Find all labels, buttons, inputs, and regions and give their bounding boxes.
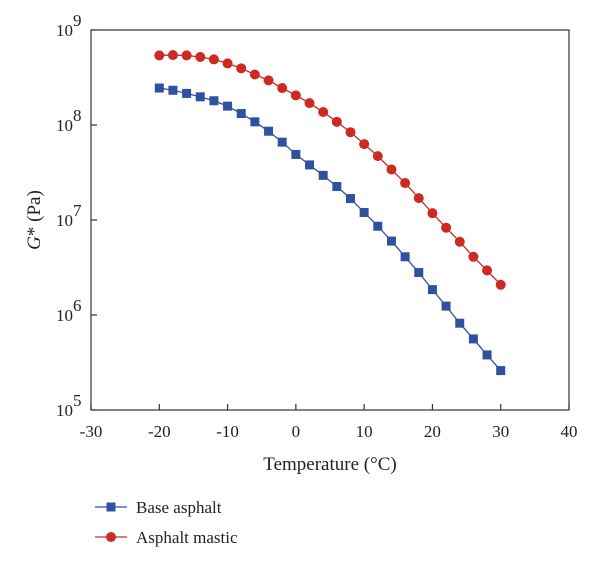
data-point — [222, 58, 233, 69]
y-tick-exponent: 7 — [73, 201, 82, 220]
data-point — [400, 178, 411, 189]
data-point — [386, 236, 396, 246]
data-point — [413, 193, 424, 204]
data-point — [345, 127, 356, 138]
series-layer — [154, 50, 506, 376]
data-point — [304, 98, 315, 109]
data-point — [154, 50, 165, 61]
data-point — [208, 54, 219, 65]
legend-item: Asphalt mastic — [95, 528, 238, 547]
x-tick-label: 0 — [292, 422, 301, 441]
x-tick-labels: -30 -20 -10 0 10 20 30 40 — [80, 422, 578, 441]
data-point — [482, 265, 493, 276]
data-point — [414, 268, 424, 278]
data-point — [263, 75, 274, 86]
x-tick-label: -20 — [148, 422, 171, 441]
data-point — [427, 208, 438, 219]
data-point — [318, 170, 328, 180]
axis-ticks — [90, 29, 570, 411]
data-point — [195, 92, 205, 102]
data-point — [277, 83, 288, 94]
y-tick-exponent: 5 — [73, 391, 82, 410]
y-tick-label: 10 — [56, 116, 73, 135]
y-axis-title-symbol: G — [24, 236, 45, 250]
y-axis-title: G* (Pa) — [24, 190, 45, 250]
data-point — [154, 83, 164, 93]
data-point — [332, 182, 342, 192]
data-point — [223, 101, 233, 111]
data-point — [372, 151, 383, 162]
data-point — [359, 207, 369, 217]
x-tick-label: 20 — [424, 422, 441, 441]
legend-label: Asphalt mastic — [136, 528, 238, 547]
data-point — [468, 251, 479, 262]
data-point — [496, 366, 506, 376]
data-point — [167, 50, 178, 61]
data-point — [318, 107, 329, 118]
series-1 — [154, 83, 506, 376]
legend: Base asphalt Asphalt mastic — [95, 498, 238, 547]
legend-item: Base asphalt — [95, 498, 222, 517]
data-point — [291, 149, 301, 159]
data-point — [249, 69, 260, 80]
series-2 — [154, 50, 506, 290]
data-point — [441, 222, 452, 233]
data-point — [455, 318, 465, 328]
x-tick-label: 30 — [492, 422, 509, 441]
data-point — [250, 117, 260, 127]
data-point — [468, 334, 478, 344]
data-point — [345, 194, 355, 204]
y-tick-label: 10 — [56, 306, 73, 325]
data-point — [264, 126, 274, 136]
legend-label: Base asphalt — [136, 498, 222, 517]
y-axis-title-rest: * (Pa) — [24, 190, 45, 236]
data-point — [168, 85, 178, 95]
x-tick-label: -30 — [80, 422, 103, 441]
data-point — [373, 221, 383, 231]
data-point — [400, 252, 410, 262]
data-point — [305, 160, 315, 170]
data-point — [236, 63, 247, 74]
data-point — [359, 139, 370, 150]
data-point — [277, 137, 287, 147]
data-point — [454, 236, 465, 247]
data-point — [331, 116, 342, 127]
data-point — [482, 350, 492, 360]
y-tick-exponent: 9 — [73, 11, 82, 30]
data-point — [182, 88, 192, 98]
y-tick-exponent: 6 — [73, 296, 82, 315]
data-point — [427, 285, 437, 295]
x-tick-label: 10 — [356, 422, 373, 441]
y-tick-label: 10 — [56, 21, 73, 40]
x-tick-label: -10 — [216, 422, 239, 441]
y-tick-label: 10 — [56, 211, 73, 230]
data-point — [386, 164, 397, 175]
data-point — [290, 90, 301, 101]
legend-marker — [106, 502, 116, 512]
x-axis-title: Temperature (°C) — [263, 454, 396, 475]
data-point — [236, 109, 246, 119]
data-point — [441, 301, 451, 311]
data-point — [209, 96, 219, 106]
y-tick-label: 10 — [56, 401, 73, 420]
data-point — [495, 279, 506, 290]
data-point — [195, 51, 206, 62]
y-tick-exponent: 8 — [73, 106, 82, 125]
x-tick-label: 40 — [561, 422, 578, 441]
data-point — [181, 50, 192, 61]
legend-marker — [106, 532, 116, 542]
series-line — [159, 54, 502, 286]
